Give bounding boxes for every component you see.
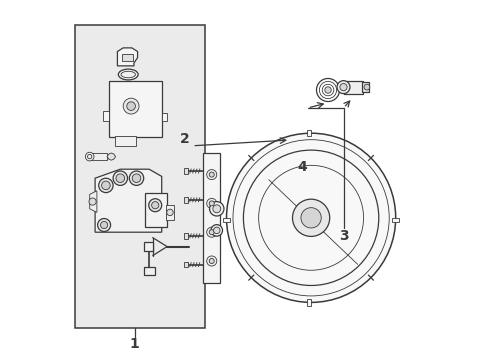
- Circle shape: [129, 171, 143, 185]
- Circle shape: [213, 227, 220, 234]
- Circle shape: [209, 172, 214, 177]
- Circle shape: [339, 84, 346, 91]
- Circle shape: [209, 202, 224, 216]
- Text: 4: 4: [297, 161, 306, 174]
- Circle shape: [113, 171, 127, 185]
- Polygon shape: [117, 48, 137, 66]
- Circle shape: [148, 199, 162, 212]
- Text: 3: 3: [338, 229, 347, 243]
- Bar: [122, 54, 133, 61]
- Circle shape: [324, 87, 330, 93]
- Bar: [223, 218, 229, 222]
- Circle shape: [206, 170, 216, 180]
- Circle shape: [209, 230, 214, 235]
- Circle shape: [102, 181, 110, 190]
- Circle shape: [209, 258, 214, 264]
- Bar: [166, 205, 174, 220]
- Circle shape: [166, 209, 173, 216]
- Polygon shape: [89, 191, 97, 212]
- Circle shape: [99, 178, 113, 193]
- Circle shape: [85, 152, 94, 161]
- Circle shape: [209, 201, 214, 206]
- Circle shape: [300, 208, 321, 228]
- Circle shape: [363, 84, 369, 90]
- Circle shape: [336, 81, 349, 94]
- Circle shape: [212, 205, 220, 213]
- Text: 1: 1: [129, 337, 139, 351]
- Bar: [184, 168, 187, 174]
- Circle shape: [98, 219, 110, 231]
- Bar: [109, 81, 162, 137]
- Bar: [89, 153, 107, 160]
- Bar: [184, 197, 187, 203]
- Polygon shape: [95, 169, 162, 232]
- Bar: [362, 82, 368, 92]
- Bar: [75, 25, 204, 328]
- Circle shape: [292, 199, 329, 237]
- Bar: [392, 218, 398, 222]
- Circle shape: [206, 256, 216, 266]
- Circle shape: [226, 133, 395, 302]
- Circle shape: [116, 174, 124, 183]
- Bar: [203, 153, 220, 283]
- Bar: [343, 81, 363, 94]
- Bar: [162, 113, 167, 121]
- Bar: [115, 136, 136, 146]
- Circle shape: [206, 227, 216, 237]
- Bar: [306, 299, 310, 306]
- Ellipse shape: [118, 69, 138, 80]
- Polygon shape: [107, 153, 115, 160]
- Circle shape: [126, 102, 135, 111]
- Circle shape: [132, 174, 141, 183]
- Bar: [143, 267, 154, 275]
- Circle shape: [123, 98, 139, 114]
- Text: 2: 2: [180, 132, 189, 145]
- Circle shape: [211, 225, 222, 236]
- Bar: [306, 130, 310, 136]
- Bar: [103, 111, 109, 121]
- Circle shape: [151, 202, 159, 209]
- Bar: [143, 242, 152, 251]
- Circle shape: [206, 198, 216, 208]
- Circle shape: [101, 221, 107, 229]
- Bar: [184, 233, 187, 239]
- Bar: [145, 193, 167, 227]
- Bar: [184, 262, 187, 267]
- Circle shape: [89, 198, 96, 205]
